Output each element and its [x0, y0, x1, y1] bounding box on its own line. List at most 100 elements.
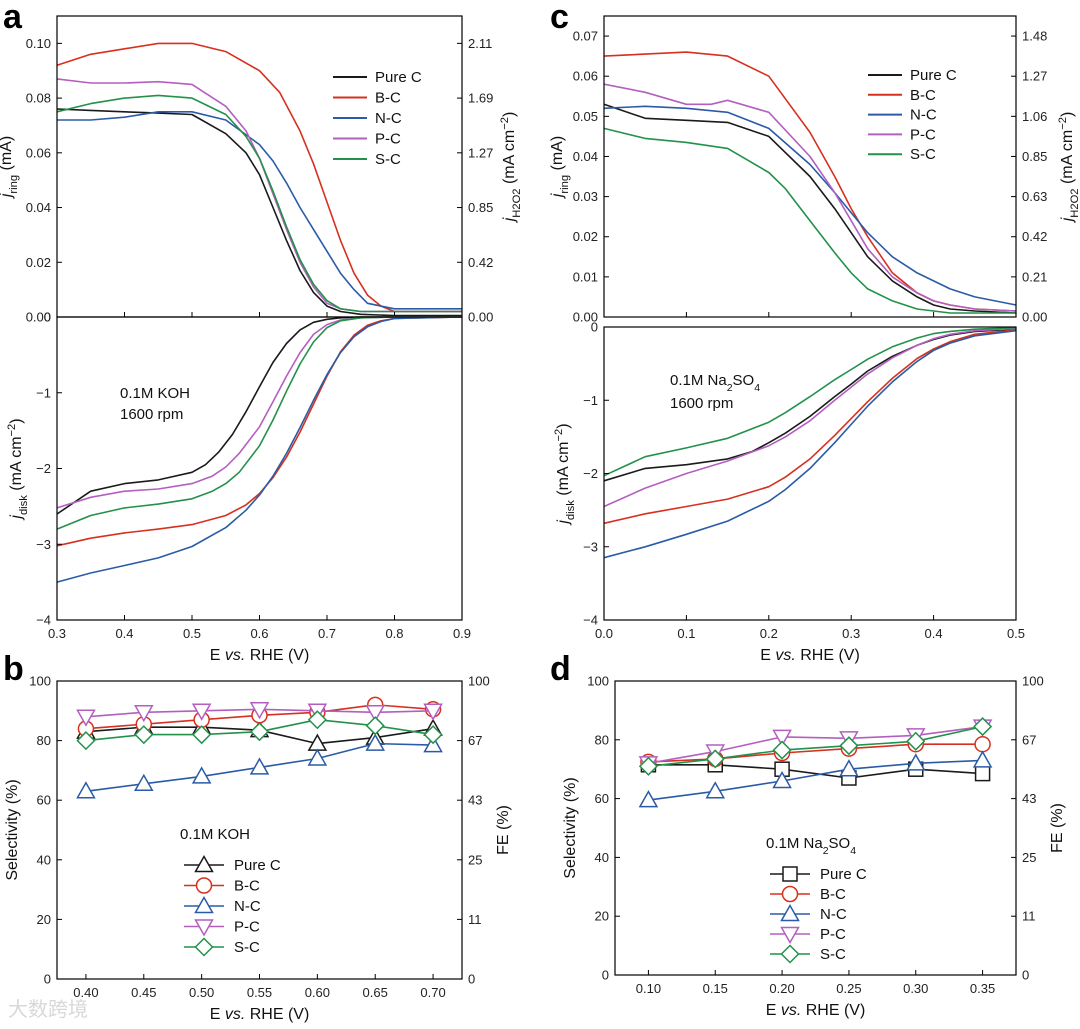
series-line-pure-c [648, 763, 983, 779]
y-tick-label: 0.07 [573, 29, 598, 44]
legend-label: B-C [910, 87, 936, 104]
y-tick-label: 0 [591, 320, 598, 335]
plot-frame [603, 15, 1017, 318]
x-tick-label: 0.4 [925, 626, 943, 641]
y-tick-label: −1 [36, 385, 51, 400]
x-tick-label: 0.55 [247, 985, 272, 1000]
panel-label-d: d [550, 650, 571, 688]
series-line-s-c [603, 127, 1016, 314]
panel-label-a: a [3, 0, 23, 36]
condition-label: 1600 rpm [120, 406, 183, 423]
y-axis-label: Selectivity (%) [4, 779, 21, 880]
y-tick-label: 40 [37, 852, 51, 867]
series-line-p-c [603, 327, 1017, 508]
y-tick-label: 0.03 [573, 189, 598, 204]
marker-p-c [772, 729, 792, 747]
marker-s-c [134, 725, 154, 745]
x-axis-label: E vs. RHE (V) [766, 1002, 866, 1019]
marker-n-c [772, 770, 792, 789]
x-tick-label: 0.15 [703, 981, 728, 996]
legend-label: P-C [234, 919, 260, 936]
x-tick-label: 0.8 [385, 626, 403, 641]
series-line-s-c [603, 326, 1017, 477]
marker-p-c [76, 709, 96, 727]
x-tick-label: 0.9 [453, 626, 471, 641]
marker-s-c [192, 725, 212, 745]
y2-tick-label: 0.85 [1022, 149, 1047, 164]
y2-tick-label: 0.63 [1022, 189, 1047, 204]
marker-s-c [973, 717, 993, 737]
y-tick-label: −4 [36, 613, 51, 628]
x-tick-label: 0.1 [677, 626, 695, 641]
condition-label: 0.1M Na2SO4 [670, 372, 760, 394]
x-tick-label: 0.5 [183, 626, 201, 641]
legend-marker [194, 919, 214, 937]
legend-marker [195, 877, 213, 894]
x-tick-label: 0.7 [318, 626, 336, 641]
marker-s-c [839, 736, 859, 756]
series-line-n-c [603, 105, 1017, 306]
plot-c-ring: 0.00 0.01 0.02 0.03 0.04 0.05 0.06 0.07 0.00 0.21… [549, 15, 1080, 325]
series-line-b-c [603, 329, 1017, 525]
y2-tick-label: 2.11 [468, 36, 492, 51]
series-line-s-c [648, 725, 983, 768]
x-tick-label: 0.30 [903, 981, 928, 996]
y-tick-label: 0 [44, 972, 51, 987]
y2-tick-label: 100 [1022, 674, 1044, 689]
marker-s-c [638, 756, 658, 776]
y-tick-label: 20 [37, 912, 51, 927]
plot-a-ring: 0.00 0.02 0.04 0.06 0.08 0.10 0.00 0.42 0.85 1.27… [0, 15, 523, 325]
legend-label: B-C [375, 90, 401, 107]
legend-marker [782, 866, 798, 882]
y-tick-label: 0.05 [573, 109, 598, 124]
y2-tick-label: 1.27 [468, 145, 493, 160]
y-axis-label: jdisk (mA cm−2) [6, 418, 30, 520]
x-tick-label: 0.50 [189, 985, 214, 1000]
x-tick-label: 0.0 [595, 626, 613, 641]
legend-d: 0.1M Na2SO4 Pure C B-C N-C P-C S-C [766, 835, 867, 964]
marker-s-c [76, 731, 96, 751]
x-axis-label: E vs. RHE (V) [210, 1006, 310, 1023]
legend-title: 0.1M KOH [180, 826, 250, 843]
marker-n-c [249, 757, 270, 775]
y2-tick-label: 0.00 [468, 310, 493, 325]
y-tick-label: 80 [595, 732, 609, 747]
y2-axis-label: FE (%) [1049, 803, 1066, 853]
y2-tick-label: 43 [468, 793, 482, 808]
panel-label-b: b [3, 650, 24, 688]
legend-label: B-C [820, 886, 846, 903]
legend-a: Pure C B-C N-C P-C S-C [333, 69, 422, 168]
plot-frame [614, 680, 1017, 976]
marker-b-c [974, 735, 991, 753]
y2-axis-label: jH2O2 (mA cm−2) [1057, 112, 1080, 224]
marker-n-c [76, 781, 96, 799]
series-line-n-c [57, 111, 462, 310]
y-tick-label: 100 [29, 674, 51, 689]
y2-tick-label: 25 [468, 852, 482, 867]
plot-frame [603, 326, 1017, 621]
x-tick-label: 0.70 [420, 985, 445, 1000]
legend-marker [780, 944, 800, 964]
legend-b: 0.1M KOH Pure C B-C N-C P-C S-C [180, 826, 281, 957]
legend-label: S-C [910, 146, 936, 163]
y-tick-label: 0.10 [26, 36, 51, 51]
marker-s-c [906, 731, 926, 751]
legend-marker [780, 903, 800, 922]
y-axis-label: Selectivity (%) [562, 777, 579, 878]
plot-b-main: 0 20 40 60 80 100 0 11 25 43 67 100 0.40 0.45 0.50 0.55… [4, 674, 512, 1024]
marker-s-c [772, 740, 792, 760]
y-tick-label: 0.02 [573, 229, 598, 244]
legend-label: Pure C [910, 67, 957, 84]
series-line-n-c [56, 316, 463, 583]
series-line-p-c [648, 725, 983, 765]
legend-label: P-C [820, 926, 846, 943]
plot-frame [56, 316, 463, 621]
y-tick-label: 0.06 [573, 69, 598, 84]
marker-p-c [423, 703, 443, 721]
marker-p-c [365, 705, 386, 723]
marker-s-c [249, 722, 270, 742]
y2-tick-label: 0.85 [468, 200, 493, 215]
y2-tick-label: 100 [468, 674, 490, 689]
y2-tick-label: 11 [468, 912, 482, 927]
x-axis-label: E vs. RHE (V) [210, 647, 310, 664]
